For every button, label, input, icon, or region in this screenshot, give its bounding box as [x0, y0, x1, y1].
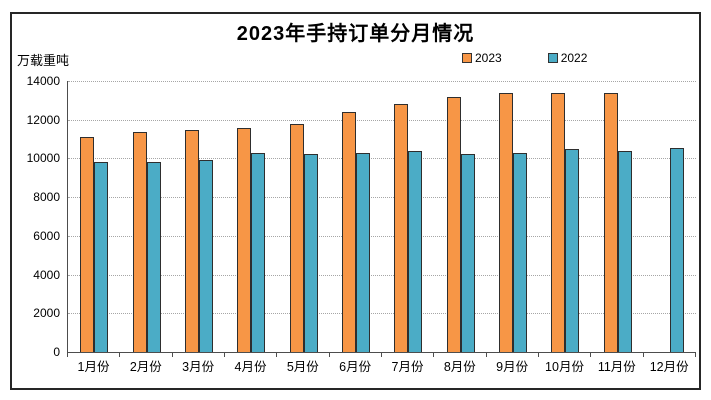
- bar-2022-month-5: [303, 153, 318, 352]
- legend-item-2022: 2022: [547, 51, 588, 65]
- legend: 2023 2022: [462, 51, 587, 65]
- x-axis-tick-mark: [433, 353, 435, 357]
- bar-2022-month-2: [146, 162, 161, 352]
- y-axis-tick-label-6000: 6000: [33, 228, 60, 243]
- gridline-10000: [68, 158, 696, 160]
- x-axis-tick-mark: [590, 353, 592, 357]
- x-axis-label-8: 8月份: [443, 360, 476, 374]
- bar-2022-month-12: [669, 147, 684, 352]
- gridline-4000: [68, 274, 696, 276]
- bar-2023-month-6: [341, 111, 356, 352]
- bar-2022-month-6: [355, 152, 370, 352]
- bar-2022-month-9: [512, 152, 527, 352]
- legend-swatch-2022-icon: [547, 53, 558, 63]
- gridline-6000: [68, 235, 696, 237]
- plot-area: [67, 81, 696, 353]
- bar-2023-month-7: [394, 104, 409, 352]
- bar-2023-month-11: [603, 92, 618, 352]
- y-axis-tick-label-12000: 12000: [26, 112, 60, 127]
- x-axis-label-6: 6月份: [339, 360, 372, 374]
- y-axis-tick-label-4000: 4000: [33, 267, 60, 282]
- legend-label-2022: 2022: [560, 51, 588, 65]
- x-axis-label-5: 5月份: [286, 360, 319, 374]
- x-axis-tick-mark: [171, 353, 173, 357]
- x-axis-tick-mark: [276, 353, 278, 357]
- x-axis-label-10: 10月份: [545, 360, 584, 374]
- x-axis-label-7: 7月份: [391, 360, 424, 374]
- bar-2022-month-3: [198, 160, 213, 352]
- gridline-14000: [68, 81, 696, 82]
- bar-2022-month-4: [251, 152, 266, 352]
- y-axis-unit-label: 万载重吨: [17, 53, 70, 68]
- x-axis-tick-mark: [538, 353, 539, 357]
- x-axis-label-2: 2月份: [129, 360, 162, 374]
- legend-item-2023: 2023: [462, 51, 502, 65]
- bar-2022-month-7: [408, 150, 423, 352]
- x-axis-tick-mark: [381, 353, 382, 357]
- x-axis-tick-mark: [642, 353, 644, 357]
- bar-2022-month-10: [565, 148, 580, 352]
- x-axis-tick-mark: [224, 353, 225, 357]
- x-axis-tick-mark: [119, 353, 121, 357]
- x-axis-label-11: 11月份: [597, 360, 636, 374]
- bar-2022-month-8: [460, 153, 475, 352]
- bar-2023-month-5: [289, 123, 304, 352]
- bar-2022-month-1: [94, 162, 109, 352]
- y-axis-tick-label-10000: 10000: [26, 151, 60, 166]
- bar-2023-month-3: [184, 130, 199, 352]
- y-axis-tick-label-2000: 2000: [33, 306, 60, 321]
- bar-2023-month-1: [80, 137, 95, 352]
- bar-2022-month-11: [617, 150, 632, 352]
- gridline-8000: [68, 197, 696, 199]
- x-axis-tick-mark: [67, 353, 68, 357]
- bar-2023-month-9: [498, 92, 513, 352]
- y-axis-tick-label-0: 0: [53, 345, 60, 359]
- x-axis-label-1: 1月份: [77, 360, 110, 374]
- legend-label-2023: 2023: [475, 51, 502, 65]
- y-axis-tick-label-8000: 8000: [33, 190, 60, 205]
- bar-2023-month-10: [551, 92, 566, 352]
- x-axis-label-12: 12月份: [649, 360, 689, 374]
- x-axis-tick-mark: [328, 353, 330, 357]
- x-axis-tick-mark: [485, 353, 487, 357]
- chart-title: 2023年手持订单分月情况: [236, 23, 475, 45]
- bar-2023-month-4: [237, 128, 252, 352]
- x-axis-tick-mark: [695, 353, 696, 357]
- bar-2023-month-2: [132, 132, 147, 352]
- gridline-2000: [68, 313, 696, 315]
- x-axis-label-4: 4月份: [234, 360, 267, 374]
- x-axis-label-9: 9月份: [496, 360, 529, 374]
- legend-swatch-2023-icon: [462, 53, 472, 63]
- x-axis-label-3: 3月份: [182, 360, 215, 374]
- bar-2023-month-8: [446, 97, 461, 352]
- gridline-12000: [68, 119, 696, 121]
- y-axis-tick-label-14000: 14000: [26, 74, 60, 88]
